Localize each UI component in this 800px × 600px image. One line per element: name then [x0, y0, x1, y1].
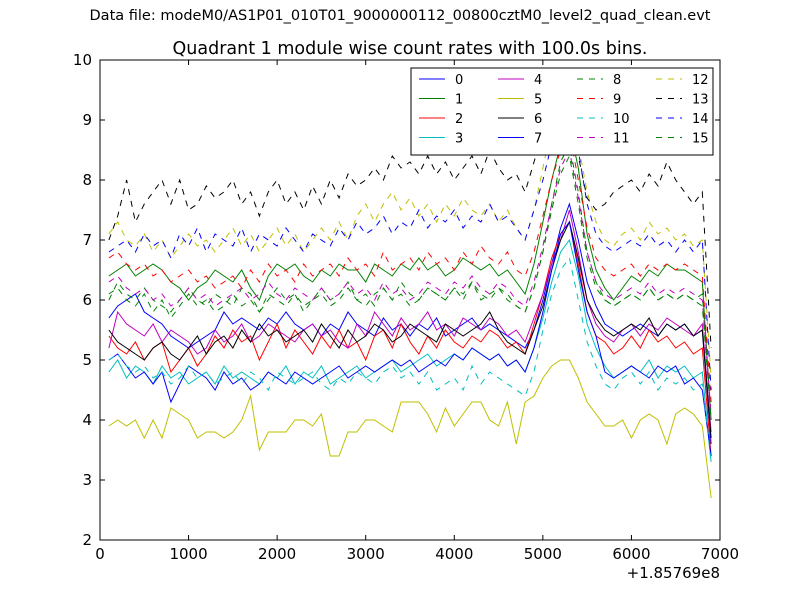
x-tick-label: 2000	[258, 545, 296, 563]
y-tick-label: 2	[82, 531, 92, 549]
legend-label-7: 7	[534, 132, 542, 147]
x-tick-label: 0	[95, 545, 105, 563]
y-tick-label: 7	[82, 231, 92, 249]
legend-label-8: 8	[613, 73, 621, 88]
x-tick-label: 3000	[347, 545, 385, 563]
series-line-7	[108, 220, 712, 457]
series-line-3	[108, 238, 712, 463]
y-tick-label: 4	[82, 411, 92, 429]
y-tick-label: 10	[73, 51, 92, 69]
series-line-15	[108, 154, 712, 421]
series-line-9	[108, 130, 712, 403]
legend-label-9: 9	[613, 93, 621, 108]
legend-label-4: 4	[534, 73, 542, 88]
x-offset-label: +1.85769e8	[627, 564, 720, 582]
series-line-1	[108, 124, 712, 421]
series-line-5	[108, 359, 712, 499]
legend-label-15: 15	[692, 132, 709, 147]
x-tick-label: 6000	[612, 545, 650, 563]
series-line-4	[108, 209, 712, 433]
x-tick-label: 7000	[701, 545, 739, 563]
y-tick-label: 9	[82, 111, 92, 129]
x-tick-label: 4000	[435, 545, 473, 563]
chart-title: Quadrant 1 module wise count rates with …	[173, 39, 648, 59]
legend-frame	[410, 67, 714, 156]
y-tick-label: 3	[82, 471, 92, 489]
series-line-0	[108, 202, 712, 445]
legend-label-14: 14	[692, 112, 709, 127]
legend-label-1: 1	[455, 93, 463, 108]
legend-label-13: 13	[692, 93, 709, 108]
series-line-11	[108, 148, 712, 415]
y-tick-label: 6	[82, 291, 92, 309]
legend-label-6: 6	[534, 112, 542, 127]
legend-label-0: 0	[455, 73, 463, 88]
legend-label-10: 10	[613, 112, 630, 127]
legend-label-3: 3	[455, 132, 463, 147]
x-tick-label: 5000	[524, 545, 562, 563]
figure-suptitle: Data file: modeM0/AS1P01_010T01_90000001…	[89, 8, 711, 24]
series-line-10	[108, 256, 712, 463]
legend-label-12: 12	[692, 73, 709, 88]
series-line-14	[108, 113, 712, 391]
series-line-6	[108, 220, 712, 439]
legend-label-11: 11	[613, 132, 630, 147]
legend-label-2: 2	[455, 112, 463, 127]
series-line-2	[108, 220, 712, 457]
y-tick-label: 5	[82, 351, 92, 369]
plot-lines	[108, 100, 712, 499]
series-line-13	[108, 101, 712, 349]
legend-label-5: 5	[534, 93, 542, 108]
y-tick-label: 8	[82, 171, 92, 189]
series-line-8	[108, 142, 712, 421]
x-tick-label: 1000	[169, 545, 207, 563]
